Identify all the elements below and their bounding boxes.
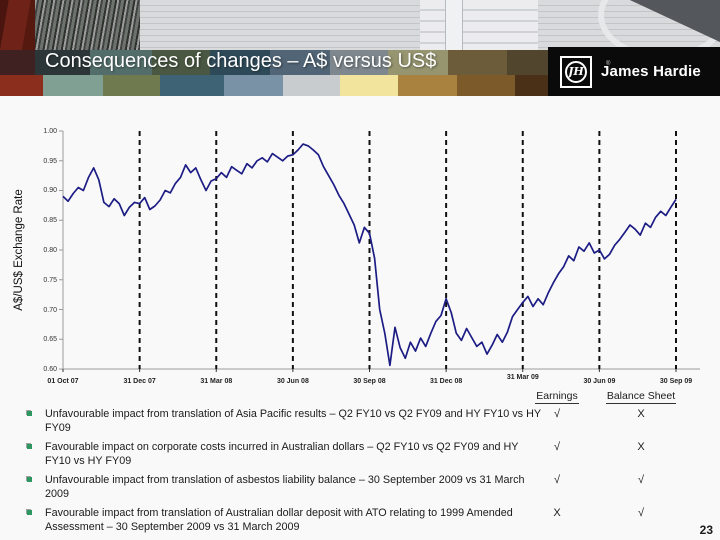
bullet-icon bbox=[27, 510, 32, 515]
x-tick: 30 Jun 09 bbox=[583, 378, 615, 385]
quarter-gridlines bbox=[138, 131, 677, 369]
palette-tile bbox=[43, 75, 103, 96]
y-tick: 1.00 bbox=[43, 128, 57, 135]
palette-tile bbox=[152, 50, 210, 75]
palette-tile bbox=[515, 75, 548, 96]
james-hardie-logo: JH ® James Hardie bbox=[548, 47, 720, 96]
x-tick: 31 Mar 09 bbox=[507, 374, 539, 381]
palette-tile bbox=[388, 50, 448, 75]
tile-row-top bbox=[0, 50, 548, 75]
balance-sheet-mark: X bbox=[637, 408, 645, 420]
row-text: Unfavourable impact from translation of … bbox=[45, 408, 541, 435]
palette-tile bbox=[507, 50, 548, 75]
bullet-icon bbox=[27, 411, 32, 416]
y-axis-label: A$/US$ Exchange Rate bbox=[13, 189, 25, 310]
jh-emblem-icon: JH ® bbox=[560, 55, 610, 88]
x-tick: 31 Mar 08 bbox=[200, 378, 232, 385]
bullet-icon bbox=[27, 477, 32, 482]
palette-tile bbox=[398, 75, 457, 96]
y-tick: 0.90 bbox=[43, 187, 57, 194]
x-tick: 30 Sep 09 bbox=[660, 378, 692, 385]
x-tick: 30 Jun 08 bbox=[277, 378, 309, 385]
y-tick: 0.80 bbox=[43, 247, 57, 254]
registered-trademark: ® bbox=[606, 60, 611, 67]
photo-porch bbox=[420, 0, 538, 50]
palette-tile bbox=[103, 75, 160, 96]
page-number: 23 bbox=[699, 523, 713, 537]
palette-tile bbox=[90, 50, 152, 75]
palette-tile bbox=[330, 50, 388, 75]
column-header-earnings: Earnings bbox=[535, 390, 579, 404]
earnings-mark: √ bbox=[553, 441, 561, 453]
photo-porch-post bbox=[445, 0, 463, 50]
palette-tile bbox=[35, 50, 90, 75]
header-photo-strip bbox=[0, 0, 720, 60]
y-tick: 0.60 bbox=[43, 366, 57, 373]
earnings-mark: X bbox=[553, 507, 561, 519]
palette-tile bbox=[448, 50, 507, 75]
bullet-icon bbox=[27, 444, 32, 449]
palette-tile bbox=[0, 75, 43, 96]
y-tick: 0.70 bbox=[43, 307, 57, 314]
photo-trees bbox=[35, 0, 140, 50]
x-tick: 30 Sep 08 bbox=[353, 378, 385, 385]
palette-tile bbox=[340, 75, 398, 96]
palette-tile bbox=[160, 75, 224, 96]
palette-tile bbox=[283, 75, 340, 96]
balance-sheet-mark: √ bbox=[637, 474, 645, 486]
axis-ticks bbox=[59, 130, 677, 372]
balance-sheet-mark: √ bbox=[637, 507, 645, 519]
x-tick: 31 Dec 08 bbox=[430, 378, 462, 385]
balance-sheet-mark: X bbox=[637, 441, 645, 453]
y-tick: 0.65 bbox=[43, 336, 57, 343]
row-text: Favourable impact on corporate costs inc… bbox=[45, 441, 519, 468]
palette-tile bbox=[270, 50, 330, 75]
palette-tile bbox=[0, 50, 35, 75]
row-text: Favourable impact from translation of Au… bbox=[45, 507, 513, 534]
slide-title: Consequences of changes – A$ versus US$ bbox=[45, 50, 437, 72]
y-tick: 0.85 bbox=[43, 217, 57, 224]
earnings-mark: √ bbox=[553, 408, 561, 420]
x-tick: 31 Dec 07 bbox=[123, 378, 155, 385]
earnings-mark: √ bbox=[553, 474, 561, 486]
y-tick: 0.75 bbox=[43, 277, 57, 284]
column-header-balance-sheet: Balance Sheet bbox=[605, 390, 677, 404]
y-tick: 0.95 bbox=[43, 158, 57, 165]
exchange-rate-line bbox=[62, 143, 677, 367]
logo-text: James Hardie bbox=[601, 63, 701, 80]
title-band-shade bbox=[0, 50, 548, 75]
palette-tile bbox=[457, 75, 515, 96]
photo-red-panel bbox=[0, 0, 35, 50]
row-text: Unfavourable impact from translation of … bbox=[45, 474, 525, 501]
palette-tile bbox=[224, 75, 283, 96]
x-tick: 01 Oct 07 bbox=[47, 378, 78, 385]
palette-tile bbox=[210, 50, 270, 75]
